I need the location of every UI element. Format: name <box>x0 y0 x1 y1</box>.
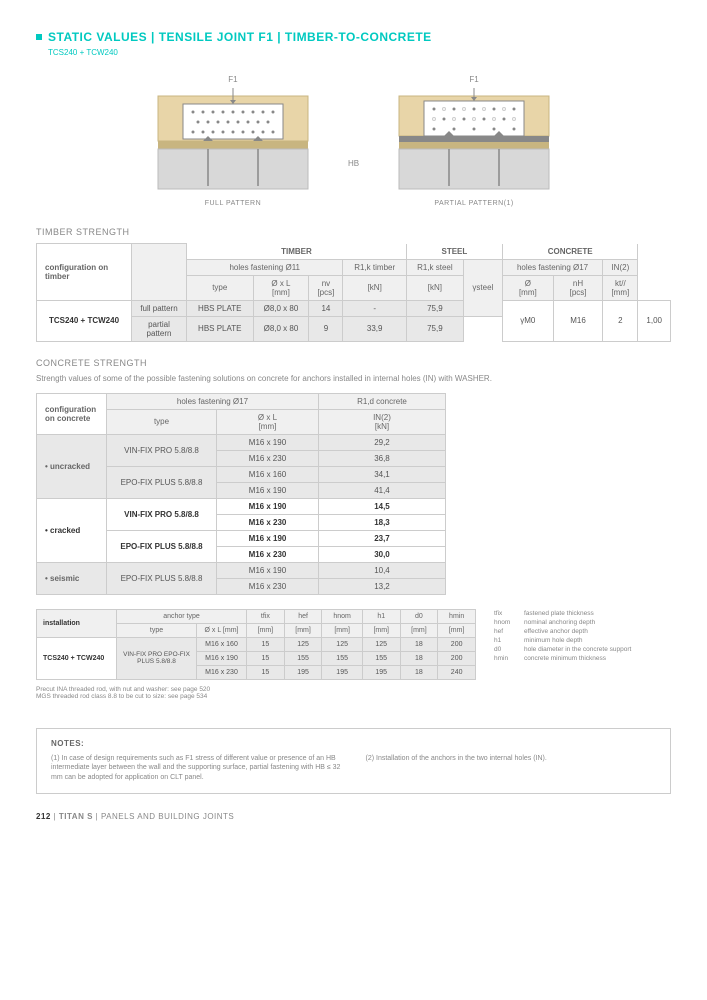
diagram-row: F1 FULL PATTERN HB F1 <box>36 75 671 207</box>
page-footer: 212 | TITAN S | PANELS AND BUILDING JOIN… <box>36 812 671 821</box>
note-1: (1) In case of design requirements such … <box>51 754 342 783</box>
table-installation: installation anchor type tfix hef hnom h… <box>36 609 476 680</box>
hb-label: HB <box>348 159 359 168</box>
notes-heading: NOTES: <box>51 739 656 748</box>
diagram-partial-pattern <box>389 86 559 196</box>
note-2: (2) Installation of the anchors in the t… <box>366 754 657 783</box>
td-product: TCS240 + TCW240 <box>37 300 132 341</box>
desc-concrete-strength: Strength values of some of the possible … <box>36 374 671 383</box>
caption-full: FULL PATTERN <box>205 200 261 207</box>
install-footnotes: Precut INA threaded rod, with nut and wa… <box>36 686 476 700</box>
table-concrete-strength: configuration on concrete holes fastenin… <box>36 393 446 595</box>
title-marker <box>36 34 42 40</box>
page-subtitle: TCS240 + TCW240 <box>48 48 671 57</box>
th-config: configuration on timber <box>37 244 132 301</box>
table-timber-strength: configuration on timber TIMBER STEEL CON… <box>36 243 671 342</box>
f1-label: F1 <box>228 75 237 84</box>
heading-concrete-strength: CONCRETE STRENGTH <box>36 358 671 368</box>
th-timber: TIMBER <box>187 244 407 260</box>
th-steel: STEEL <box>406 244 502 260</box>
notes-box: NOTES: (1) In case of design requirement… <box>36 728 671 794</box>
heading-timber-strength: TIMBER STRENGTH <box>36 227 671 237</box>
diagram-full-pattern <box>148 86 318 196</box>
page-title: STATIC VALUES | TENSILE JOINT F1 | TIMBE… <box>48 30 432 44</box>
caption-partial: PARTIAL PATTERN(1) <box>434 200 513 207</box>
f1-label-2: F1 <box>469 75 478 84</box>
legend: tfixfastened plate thicknesshnomnominal … <box>494 609 631 664</box>
page-title-bar: STATIC VALUES | TENSILE JOINT F1 | TIMBE… <box>36 30 671 44</box>
th-concrete: CONCRETE <box>502 244 638 260</box>
